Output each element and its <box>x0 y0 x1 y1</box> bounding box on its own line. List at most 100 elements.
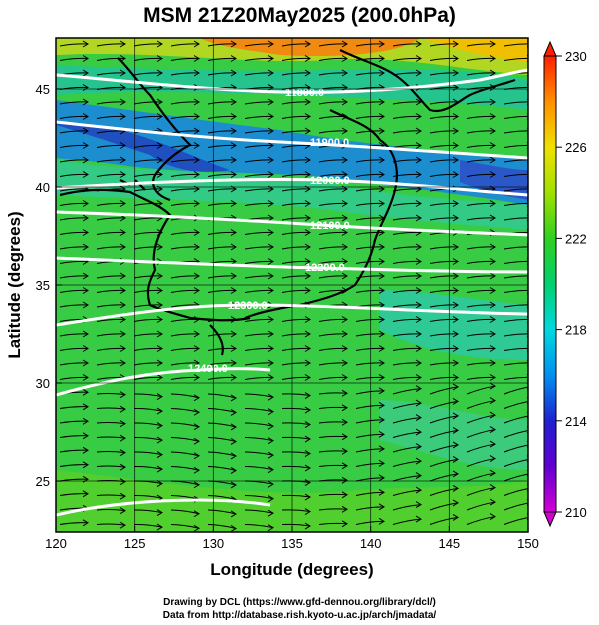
streamline-arrow <box>267 466 274 474</box>
streamline <box>392 518 422 525</box>
streamline-arrow <box>452 55 459 62</box>
streamline <box>207 202 237 206</box>
streamline <box>281 436 311 440</box>
streamline <box>133 173 163 177</box>
streamline <box>318 43 348 47</box>
streamline <box>355 491 385 496</box>
streamline-arrow <box>304 522 311 530</box>
streamline <box>318 318 348 322</box>
streamline <box>355 520 385 525</box>
streamline <box>466 217 496 221</box>
streamline-arrow <box>415 127 422 135</box>
streamline-arrow <box>378 40 385 48</box>
streamline <box>429 487 459 496</box>
streamline <box>244 495 274 500</box>
streamline <box>244 333 274 337</box>
streamline-arrow <box>489 258 496 265</box>
streamline-arrow <box>341 69 348 77</box>
streamline <box>59 464 89 467</box>
streamline <box>170 408 200 413</box>
streamline <box>466 173 496 177</box>
streamline-arrow <box>193 156 200 164</box>
streamline-arrow <box>304 392 311 399</box>
streamline <box>503 333 528 337</box>
streamline-arrow <box>156 359 163 367</box>
streamline-arrow <box>415 399 422 407</box>
streamline-arrow <box>341 404 348 412</box>
streamline <box>281 393 311 397</box>
streamline-arrow <box>489 214 496 222</box>
streamline-arrow <box>156 523 163 531</box>
streamline-arrow <box>452 513 459 521</box>
streamline <box>96 217 126 221</box>
streamline <box>170 57 200 61</box>
streamline <box>170 101 200 105</box>
streamline <box>244 275 274 279</box>
streamline <box>355 217 385 221</box>
streamline <box>503 115 528 119</box>
streamline <box>503 429 528 438</box>
streamline <box>429 202 459 206</box>
streamline-arrow <box>415 486 422 494</box>
streamline <box>466 260 496 264</box>
streamline-arrow <box>452 426 459 434</box>
streamline <box>466 43 496 47</box>
streamline-arrow <box>82 330 89 338</box>
streamline-arrow <box>230 510 237 518</box>
streamline <box>207 144 237 148</box>
contour-label-11800: 11800.0 <box>285 87 324 99</box>
streamline <box>466 246 496 250</box>
streamline-arrow <box>119 463 126 471</box>
streamline <box>59 406 89 409</box>
streamline-arrow <box>452 359 459 367</box>
streamline <box>429 275 459 279</box>
streamline <box>133 57 163 61</box>
streamline-arrow <box>119 113 126 120</box>
streamline <box>96 304 126 308</box>
streamline-arrow <box>267 40 274 48</box>
streamline-arrow <box>452 301 459 309</box>
streamline <box>96 523 126 526</box>
streamline-arrow <box>82 84 89 91</box>
streamline-arrow <box>82 388 89 396</box>
streamline <box>207 451 237 457</box>
streamline <box>281 289 311 293</box>
streamline-arrow <box>415 316 422 323</box>
streamline <box>244 362 274 366</box>
streamline <box>170 509 200 515</box>
streamline-arrow <box>193 69 200 77</box>
streamline-arrow <box>341 418 348 426</box>
streamline-arrow <box>341 243 348 251</box>
streamline <box>392 101 422 105</box>
streamline <box>244 173 274 177</box>
credit-drawing: Drawing by DCL (https://www.gfd-dennou.o… <box>163 597 436 608</box>
streamline <box>207 333 237 337</box>
streamline-arrow <box>489 272 496 280</box>
streamline-arrow <box>304 258 311 265</box>
streamline-arrow <box>489 513 496 520</box>
streamline <box>59 246 89 250</box>
streamline-arrow <box>378 459 385 467</box>
streamline <box>244 376 274 380</box>
streamline-arrow <box>304 214 311 222</box>
streamline-arrow <box>230 55 237 62</box>
streamline <box>281 43 311 47</box>
streamline-arrow <box>119 405 126 413</box>
streamline <box>429 57 459 61</box>
streamline <box>318 231 348 235</box>
streamline-arrow <box>156 480 163 488</box>
streamline <box>59 217 89 221</box>
streamline <box>96 393 126 396</box>
streamline <box>392 402 422 409</box>
streamline-arrow <box>452 40 459 48</box>
streamline-arrow <box>378 387 385 395</box>
streamline-arrow <box>230 200 237 207</box>
streamline <box>59 449 89 453</box>
streamline-arrow <box>230 127 237 135</box>
streamline-arrow <box>341 258 348 265</box>
streamline <box>281 523 311 527</box>
streamline-arrow <box>230 156 237 164</box>
streamline-arrow <box>156 509 163 517</box>
streamline <box>318 347 348 351</box>
streamline <box>392 217 422 221</box>
